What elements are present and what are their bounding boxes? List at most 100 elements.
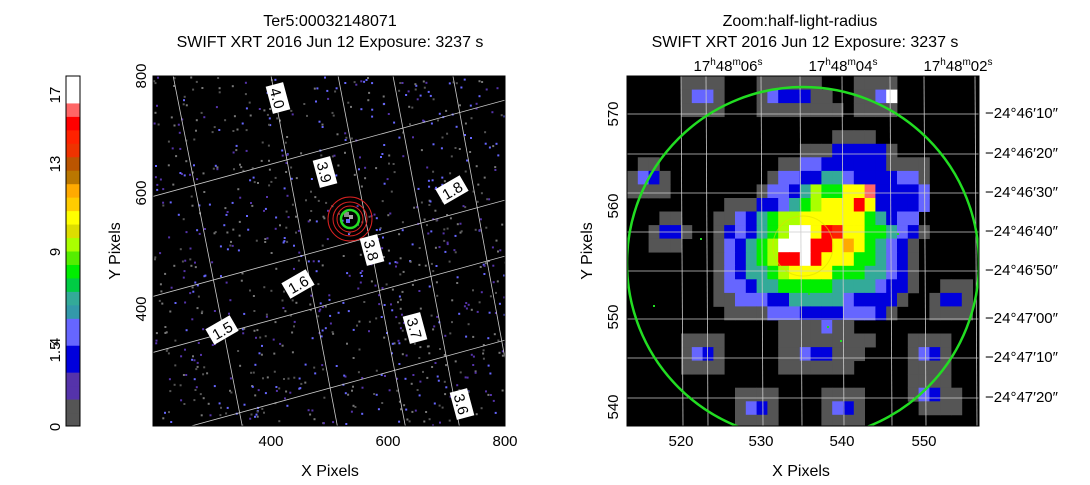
noise-pixel	[413, 206, 416, 209]
noise-pixel	[261, 141, 264, 144]
heatmap-pixel	[637, 157, 649, 172]
noise-pixel	[487, 260, 490, 262]
noise-pixel	[191, 318, 194, 321]
heatmap-pixel	[864, 103, 876, 118]
noise-pixel	[249, 179, 252, 182]
noise-pixel	[449, 172, 452, 175]
noise-pixel	[167, 140, 170, 143]
heatmap-pixel	[853, 252, 865, 267]
noise-pixel	[168, 236, 171, 239]
heatmap-pixel	[843, 306, 855, 321]
heatmap-pixel	[659, 211, 671, 226]
noise-pixel	[257, 389, 260, 392]
noise-pixel	[381, 153, 384, 155]
noise-pixel	[501, 223, 504, 226]
noise-pixel	[254, 363, 257, 366]
heatmap-pixel	[724, 306, 736, 321]
heatmap-pixel	[745, 198, 757, 212]
noise-pixel	[393, 342, 396, 345]
noise-pixel	[214, 231, 217, 233]
noise-pixel	[313, 87, 316, 90]
noise-pixel	[432, 218, 435, 221]
noise-pixel	[196, 229, 199, 232]
heatmap-pixel	[821, 360, 833, 375]
noise-pixel	[344, 392, 347, 395]
noise-pixel	[432, 328, 435, 331]
noise-pixel	[321, 244, 324, 247]
noise-pixel	[196, 284, 199, 287]
noise-pixel	[154, 256, 157, 259]
noise-pixel	[198, 232, 201, 235]
noise-pixel	[262, 377, 264, 380]
heatmap-pixel	[864, 211, 876, 226]
noise-pixel	[317, 260, 320, 263]
noise-pixel	[193, 359, 196, 362]
noise-pixel	[243, 312, 246, 315]
noise-pixel	[478, 95, 481, 98]
heatmap-pixel	[627, 170, 639, 185]
noise-pixel	[428, 352, 431, 355]
speck-pixel	[653, 305, 655, 307]
noise-pixel	[159, 283, 162, 286]
noise-pixel	[258, 108, 261, 110]
heatmap-pixel	[735, 306, 747, 321]
noise-pixel	[247, 228, 250, 231]
heatmap-pixel	[821, 279, 833, 294]
noise-pixel	[317, 283, 320, 286]
noise-pixel	[196, 307, 199, 310]
noise-pixel	[375, 229, 378, 231]
noise-pixel	[326, 238, 329, 241]
heatmap-pixel	[875, 143, 887, 158]
noise-pixel	[329, 322, 332, 325]
noise-pixel	[448, 82, 451, 85]
heatmap-pixel	[940, 387, 952, 402]
noise-pixel	[357, 371, 360, 374]
noise-pixel	[501, 350, 504, 353]
heatmap-pixel	[745, 292, 757, 307]
grid-line	[153, 199, 505, 297]
heatmap-pixel	[767, 103, 779, 118]
noise-pixel	[379, 227, 382, 230]
source-pixel	[346, 219, 350, 223]
noise-pixel	[465, 335, 468, 338]
noise-pixel	[498, 351, 501, 354]
noise-pixel	[158, 299, 161, 302]
noise-pixel	[180, 399, 183, 402]
heatmap-pixel	[843, 252, 855, 267]
noise-pixel	[462, 205, 465, 208]
noise-pixel	[230, 391, 233, 394]
heatmap-pixel	[875, 252, 887, 267]
noise-pixel	[209, 414, 212, 417]
noise-pixel	[346, 272, 349, 275]
noise-pixel	[289, 314, 292, 317]
heatmap-pixel	[886, 170, 898, 185]
colorbar-swatch	[66, 116, 80, 131]
noise-pixel	[266, 113, 269, 116]
noise-pixel	[445, 364, 448, 367]
noise-pixel	[481, 81, 484, 83]
heatmap-pixel	[918, 401, 930, 416]
noise-pixel	[317, 315, 320, 318]
noise-pixel	[420, 149, 423, 152]
noise-pixel	[501, 389, 504, 392]
noise-pixel	[437, 119, 439, 122]
right-title-line1: Zoom:half-light-radius	[723, 13, 878, 30]
noise-pixel	[405, 408, 408, 411]
noise-pixel	[264, 238, 267, 240]
noise-pixel	[229, 377, 232, 380]
heatmap-pixel	[940, 279, 952, 294]
noise-pixel	[229, 244, 232, 247]
heatmap-pixel	[691, 333, 703, 348]
noise-pixel	[414, 88, 417, 91]
noise-pixel	[494, 166, 497, 169]
heatmap-pixel	[843, 401, 855, 416]
heatmap-pixel	[789, 198, 801, 212]
heatmap-pixel	[799, 89, 811, 104]
grid-line	[760, 76, 764, 426]
noise-pixel	[281, 154, 284, 157]
noise-pixel	[418, 263, 421, 266]
noise-pixel	[225, 281, 228, 284]
heatmap-pixel	[853, 103, 865, 118]
heatmap-pixel	[778, 320, 790, 334]
heatmap-pixel	[789, 103, 801, 118]
